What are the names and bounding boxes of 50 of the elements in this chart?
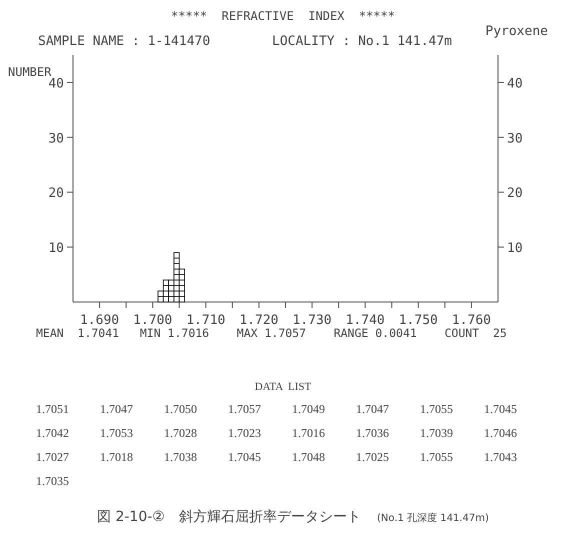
text: 1.7045 (228, 450, 261, 464)
y2-tick-label: 30 (507, 131, 523, 146)
y-axis-title: NUMBER (8, 65, 52, 79)
caption: 図 2-10-② 斜方輝石屈折率データシート (97, 509, 361, 525)
text: 1.7018 (100, 450, 133, 464)
y-tick-label: 20 (48, 186, 64, 202)
text: 1.7039 (420, 426, 453, 440)
chart-title: ***** REFRACTIVE INDEX ***** (171, 9, 395, 23)
text: 1.7047 (356, 402, 389, 416)
text: 1.7046 (484, 426, 517, 440)
text: 1.7048 (292, 450, 325, 464)
y-tick-label: 10 (48, 241, 64, 256)
text: DATA LIST (254, 381, 312, 393)
y-tick-label: 30 (48, 131, 64, 146)
text: 1.7036 (356, 426, 389, 440)
text: 1.7051 (36, 402, 69, 416)
text: 1.7025 (356, 450, 389, 464)
text: 1.7055 (420, 402, 453, 416)
text: 1.7016 (292, 426, 325, 440)
text: 1.7027 (36, 450, 69, 464)
text: MEAN 1.7041 MIN 1.7016 MAX 1.7057 RANGE 0.0041 COUNT 25 (36, 326, 507, 340)
text: (No.1 孔深度 141.47m) (377, 512, 489, 524)
text: 1.7043 (484, 450, 517, 464)
x-tick-label: 1.750 (398, 313, 438, 328)
text: 1.7045 (484, 402, 517, 416)
text: 1.7038 (164, 450, 197, 464)
text: 1.7042 (36, 426, 69, 440)
text: Pyroxene (485, 24, 548, 39)
x-tick-label: 1.760 (452, 313, 492, 328)
x-tick-label: 1.720 (239, 313, 279, 328)
x-tick-label: 1.710 (186, 313, 226, 328)
text: 1.7053 (100, 426, 133, 440)
text: 1.7050 (164, 402, 197, 416)
text: 1.7023 (228, 426, 261, 440)
y2-tick-label: 10 (507, 241, 523, 256)
text: 1.7057 (228, 402, 261, 416)
chart-subtitle: SAMPLE NAME : 1-141470 (38, 34, 210, 49)
y2-tick-label: 20 (507, 186, 523, 202)
text: 1.7047 (100, 402, 133, 416)
text: 1.7035 (36, 474, 69, 488)
text: LOCALITY : No.1 141.47m (272, 34, 452, 49)
x-tick-label: 1.700 (133, 313, 172, 328)
y-tick-label: 40 (48, 76, 64, 92)
text: 1.7055 (420, 450, 453, 464)
x-tick-label: 1.740 (346, 313, 385, 328)
x-tick-label: 1.690 (80, 313, 120, 328)
text: 1.7049 (292, 402, 325, 416)
text: 1.7028 (164, 426, 197, 440)
x-tick-label: 1.730 (292, 313, 332, 328)
y2-tick-label: 40 (507, 76, 523, 92)
